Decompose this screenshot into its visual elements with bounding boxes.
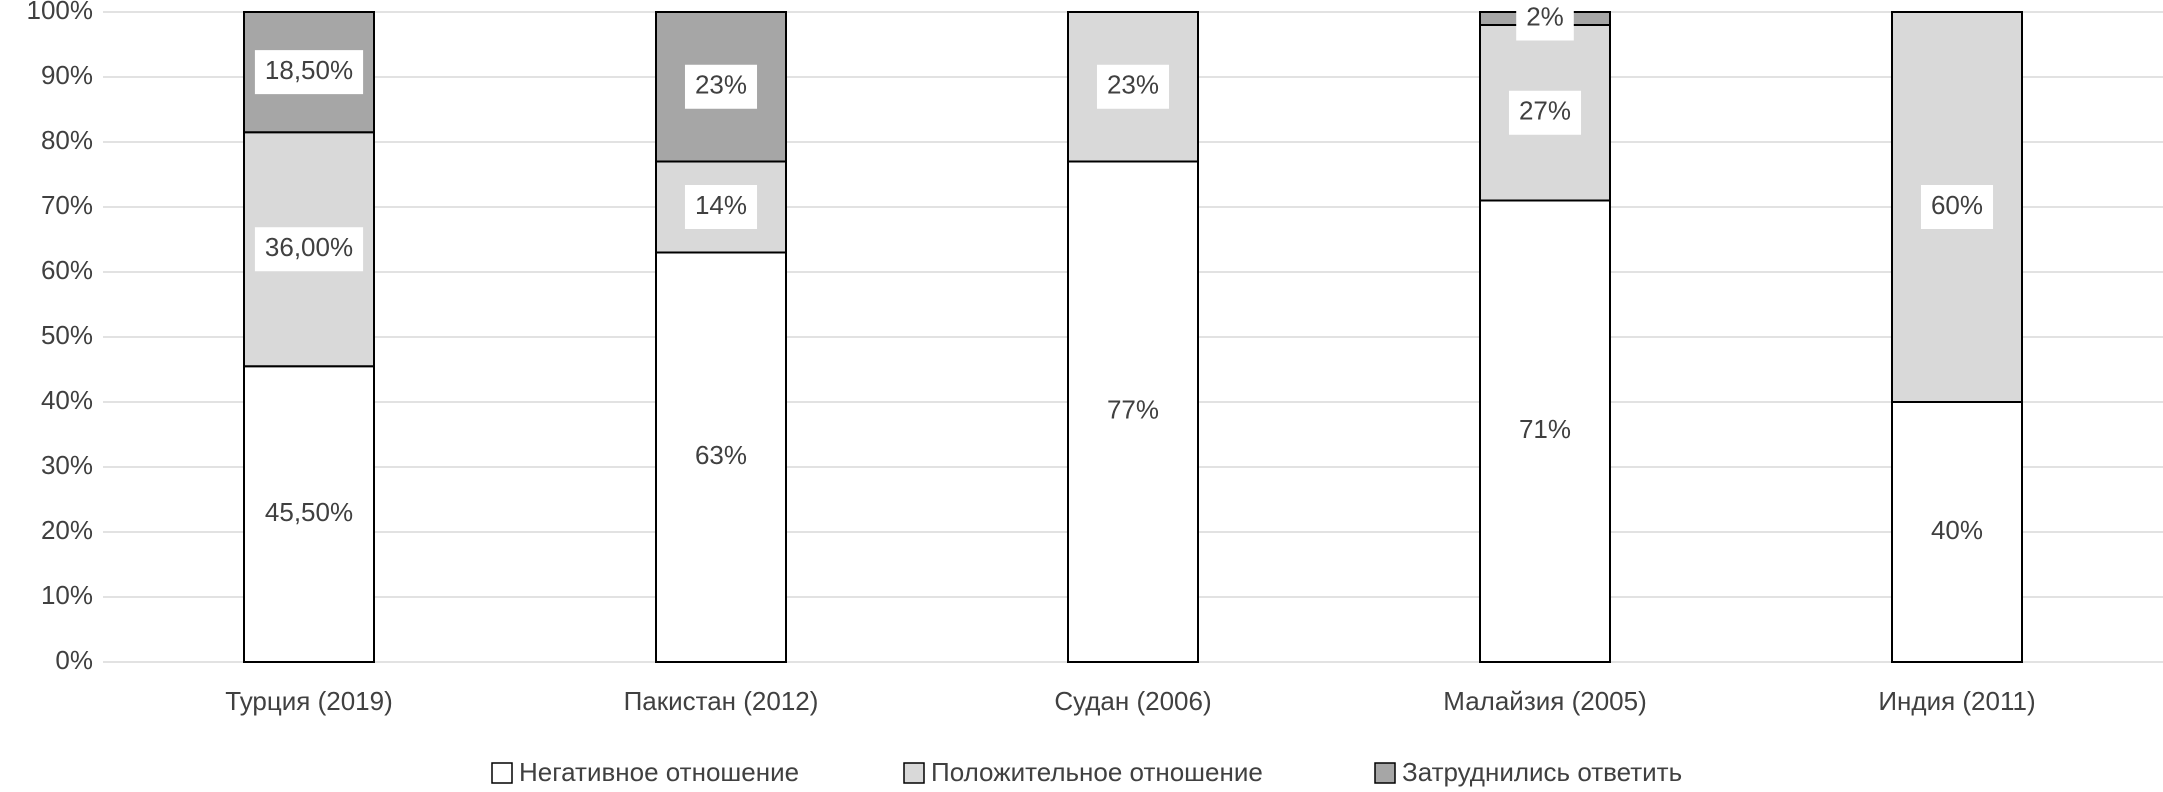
data-label: 77% [1107, 395, 1159, 425]
data-label: 45,50% [265, 497, 353, 527]
data-label: 27% [1519, 96, 1571, 126]
legend-swatch [903, 762, 925, 784]
data-label: 63% [695, 440, 747, 470]
legend-swatch [491, 762, 513, 784]
y-tick-label: 60% [41, 255, 93, 285]
y-tick-label: 100% [27, 0, 94, 25]
legend-label: Негативное отношение [519, 757, 799, 787]
y-tick-label: 70% [41, 190, 93, 220]
data-label-bg [684, 64, 758, 109]
data-label-bg [684, 185, 758, 229]
data-label-bg [254, 50, 364, 95]
x-tick-label: Турция (2019) [225, 686, 392, 716]
bar-segment [1479, 199, 1611, 663]
data-label: 2% [1526, 1, 1564, 31]
bar-segment [243, 365, 375, 663]
x-tick-label: Малайзия (2005) [1443, 686, 1646, 716]
legend-swatch [1374, 762, 1396, 784]
data-label: 36,00% [265, 232, 353, 262]
bar-segment [1067, 160, 1199, 663]
bar-segment [655, 251, 787, 663]
y-tick-label: 30% [41, 450, 93, 480]
x-tick-label: Индия (2011) [1878, 686, 2035, 716]
x-tick-label: Судан (2006) [1054, 686, 1211, 716]
data-label: 18,50% [265, 55, 353, 85]
bar-segment [1891, 401, 2023, 663]
data-label: 40% [1931, 515, 1983, 545]
data-label: 14% [695, 190, 747, 220]
data-label-bg [1508, 90, 1582, 135]
data-label: 23% [1107, 70, 1159, 100]
y-tick-label: 90% [41, 60, 93, 90]
data-label: 71% [1519, 414, 1571, 444]
y-tick-label: 0% [55, 645, 93, 675]
y-tick-label: 50% [41, 320, 93, 350]
y-tick-label: 40% [41, 385, 93, 415]
y-tick-label: 20% [41, 515, 93, 545]
data-label-bg [1516, 0, 1574, 41]
data-label: 23% [695, 70, 747, 100]
legend-label: Положительное отношение [931, 757, 1263, 787]
y-tick-label: 10% [41, 580, 93, 610]
legend-label: Затруднились ответить [1402, 757, 1682, 787]
data-label-bg [1920, 185, 1994, 229]
data-label: 60% [1931, 190, 1983, 220]
y-tick-label: 80% [41, 125, 93, 155]
x-tick-label: Пакистан (2012) [624, 686, 819, 716]
data-label-bg [254, 227, 364, 272]
data-label-bg [1096, 64, 1170, 109]
